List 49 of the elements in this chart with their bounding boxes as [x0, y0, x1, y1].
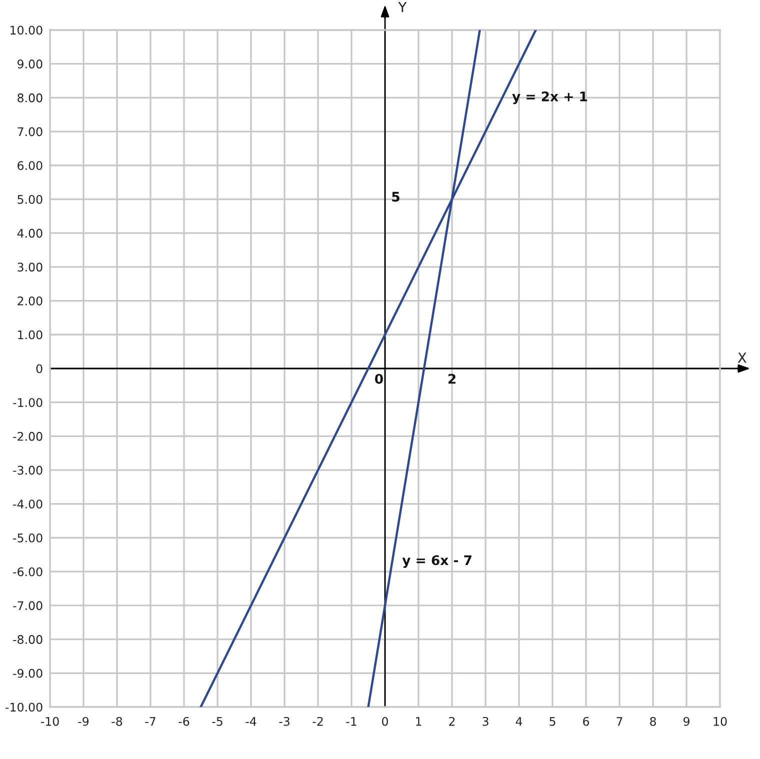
x-tick-label: -6 [178, 716, 190, 726]
x-tick-label: 4 [516, 717, 522, 726]
annotation: y = 2x + 1 [512, 91, 588, 104]
x-tick-label: 5 [550, 717, 556, 726]
x-tick-label: 1 [416, 717, 422, 726]
y-tick-label: -6.00 [13, 567, 42, 576]
x-tick-label: -10 [40, 716, 59, 726]
y-tick-label: 0 [36, 364, 42, 374]
x-tick-label: -5 [212, 717, 222, 726]
y-tick-label: 6.00 [18, 161, 42, 170]
y-tick-label: -2.00 [13, 432, 42, 441]
x-tick-label: -3 [279, 716, 290, 726]
y-tick-label: 1.00 [18, 330, 42, 340]
x-tick-label: -7 [145, 717, 156, 726]
x-tick-label: -9 [78, 716, 89, 726]
annotation: y = 6x - 7 [402, 555, 472, 568]
y-tick-label: 9.00 [18, 60, 42, 68]
y-tick-label: -10.00 [6, 702, 42, 712]
x-tick-label: 9 [684, 716, 690, 726]
x-axis-title: X [738, 352, 746, 363]
y-tick-label: 7.00 [18, 127, 42, 136]
y-tick-label: 10.00 [10, 26, 42, 35]
y-tick-label: -5.00 [13, 533, 42, 542]
annotation: 0 [375, 374, 383, 384]
x-tick-label: 3 [482, 716, 488, 726]
y-tick-label: 3.00 [18, 262, 42, 272]
y-tick-label: 8.00 [18, 93, 42, 102]
y-tick-label: 5.00 [18, 194, 42, 204]
x-tick-label: 2 [449, 716, 455, 726]
annotation: 2 [448, 374, 456, 384]
y-tick-label: -1.00 [13, 398, 42, 407]
y-axis-title: Y [398, 2, 407, 12]
x-tick-label: -4 [246, 717, 256, 726]
x-tick-label: 10 [714, 716, 727, 726]
y-tick-label: -3.00 [13, 466, 42, 475]
x-tick-label: 7 [616, 717, 622, 726]
x-tick-label: -1 [346, 717, 356, 726]
y-tick-label: -8.00 [13, 635, 42, 644]
annotation: 5 [392, 192, 400, 202]
x-tick-label: -2 [312, 716, 323, 726]
x-tick-label: -8 [112, 716, 122, 726]
y-tick-label: 2.00 [18, 296, 42, 306]
y-tick-label: -4.00 [13, 500, 42, 509]
x-tick-label: 8 [650, 716, 656, 726]
y-tick-label: -9.00 [13, 668, 42, 678]
x-tick-label: 6 [583, 716, 590, 726]
y-tick-label: -7.00 [13, 601, 42, 610]
y-tick-label: 4.00 [17, 228, 42, 238]
x-tick-label: 0 [382, 716, 388, 726]
